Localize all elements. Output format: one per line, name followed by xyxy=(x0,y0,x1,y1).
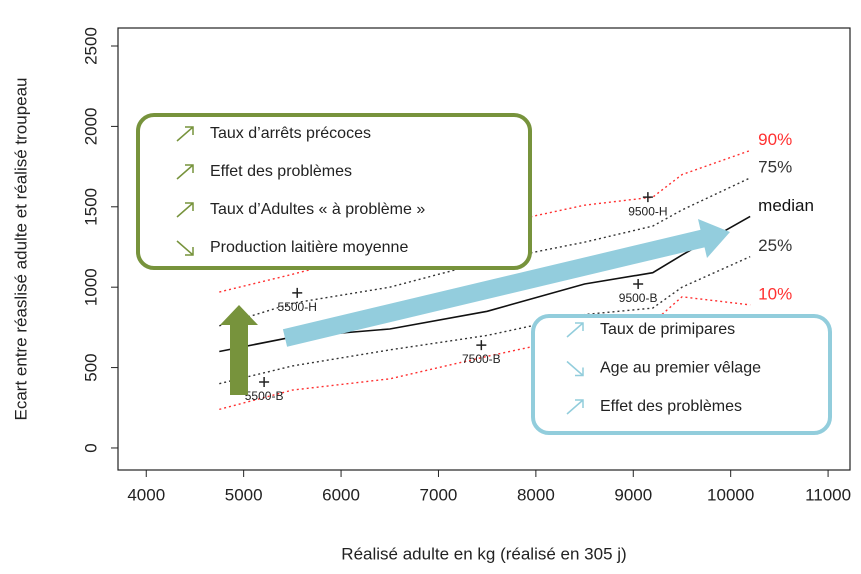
green-arrow xyxy=(220,305,258,395)
annotation-item: Effet des problèmes xyxy=(210,163,352,180)
y-axis-label: Ecart entre réaslisé adulte et réalisé t… xyxy=(11,77,30,420)
point-label: 5500-B xyxy=(245,389,284,403)
blue-arrow-head xyxy=(698,219,730,258)
point-label: 9500-H xyxy=(628,204,667,218)
line-label: 25% xyxy=(758,236,792,255)
annotation-item: Taux de primipares xyxy=(600,321,735,338)
trend-arrow xyxy=(176,126,194,142)
point-label: 9500-B xyxy=(619,291,658,305)
point-marker xyxy=(259,377,270,388)
x-tick-label: 4000 xyxy=(127,485,165,504)
annotation-item: Taux d’Adultes « à problème » xyxy=(210,201,425,218)
trend-arrow xyxy=(176,240,194,256)
x-tick-label: 5000 xyxy=(225,485,263,504)
trend-arrow xyxy=(566,360,584,377)
percentile-line xyxy=(219,177,751,327)
line-label: 90% xyxy=(758,130,792,149)
point-marker xyxy=(292,287,303,298)
point-label: 5500-H xyxy=(278,300,317,314)
annotation-item: Age au premier vêlage xyxy=(600,360,761,377)
trend-arrow xyxy=(176,202,194,218)
x-tick-label: 8000 xyxy=(517,485,555,504)
percentile-line xyxy=(219,149,751,293)
percentile-line xyxy=(219,296,751,411)
x-tick-label: 7000 xyxy=(420,485,458,504)
line-label: median xyxy=(758,196,814,215)
line-label: 10% xyxy=(758,284,792,303)
trend-arrow xyxy=(566,322,584,338)
x-axis-label: Réalisé adulte en kg (réalisé en 305 j) xyxy=(341,544,626,563)
green-box xyxy=(136,113,532,270)
trend-arrow xyxy=(566,399,584,415)
y-tick-label: 2000 xyxy=(81,107,100,145)
x-tick-label: 6000 xyxy=(322,485,360,504)
y-tick-label: 1000 xyxy=(81,268,100,306)
blue-box xyxy=(531,314,832,435)
x-tick-label: 11000 xyxy=(805,485,851,504)
plot-frame xyxy=(117,27,851,471)
point-label: 7500-B xyxy=(462,352,501,366)
point-marker xyxy=(633,278,644,289)
y-tick-label: 0 xyxy=(81,443,100,452)
y-tick-label: 1500 xyxy=(81,188,100,226)
annotation-item: Taux d’arrêts précoces xyxy=(210,125,371,142)
blue-arrow-shaft xyxy=(282,229,708,347)
x-tick-label: 9000 xyxy=(614,485,652,504)
annotation-item: Effet des problèmes xyxy=(600,398,742,415)
point-marker xyxy=(476,340,487,351)
point-marker xyxy=(642,192,653,203)
y-tick-label: 500 xyxy=(81,353,100,381)
trend-arrow xyxy=(176,164,194,180)
percentile-line xyxy=(219,255,751,385)
x-tick-label: 10000 xyxy=(707,485,754,504)
y-tick-label: 2500 xyxy=(81,27,100,65)
line-label: 75% xyxy=(758,157,792,176)
annotation-item: Production laitière moyenne xyxy=(210,239,408,256)
